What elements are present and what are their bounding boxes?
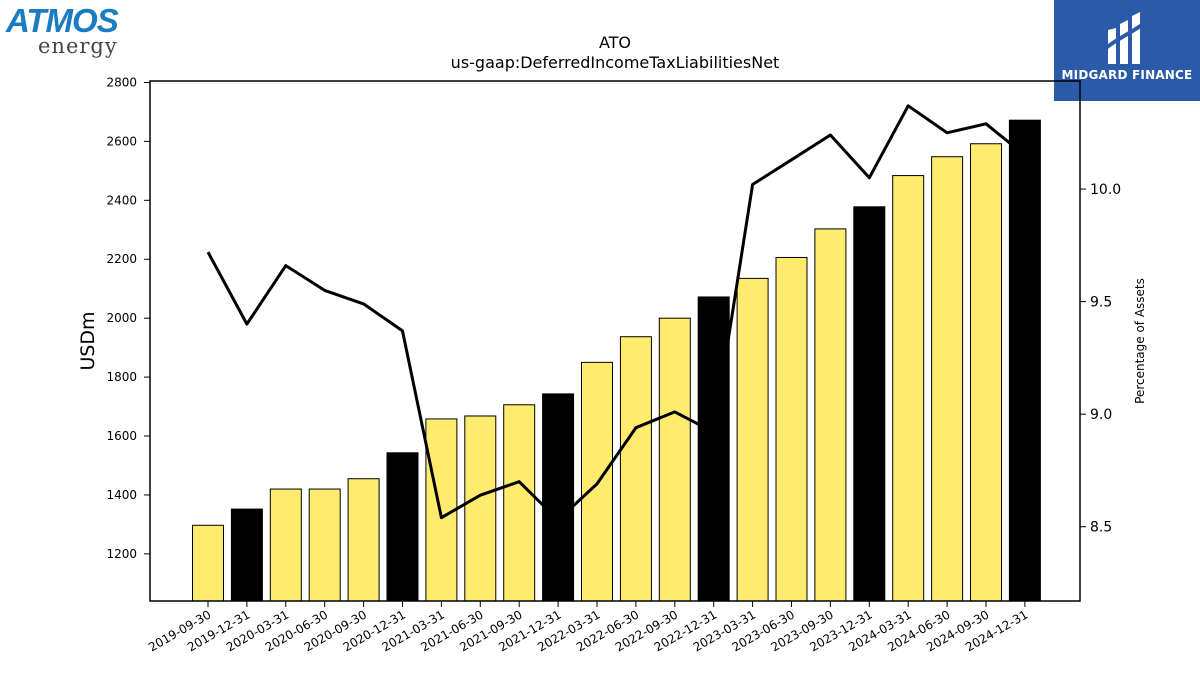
y-tick-label: 2600	[106, 134, 137, 148]
bars-group	[192, 119, 1041, 602]
atmos-logo-word: ATMOS	[6, 2, 119, 39]
bar-2020-03-31	[269, 488, 302, 602]
y-tick-label: 1200	[106, 547, 137, 561]
bar-2019-12-31	[230, 508, 263, 602]
y2-tick-label: 9.0	[1090, 407, 1112, 423]
bar-2020-06-30	[308, 488, 341, 602]
bar-2023-03-31	[736, 277, 769, 602]
percentage-line	[206, 104, 1026, 522]
bar-2021-09-30	[503, 404, 536, 602]
y-tick-label: 2800	[106, 75, 137, 89]
bar-2020-12-31	[386, 452, 419, 602]
atmos-energy-logo: ATMOS energy	[4, 4, 130, 60]
bar-2022-06-30	[619, 336, 652, 602]
y-tick-label: 2400	[106, 193, 137, 207]
y2-tick-label: 9.5	[1090, 295, 1112, 311]
line-group	[206, 104, 1026, 522]
y2-tick-label: 10.0	[1090, 182, 1121, 198]
y2-axis-label: Percentage of Assets	[1133, 278, 1147, 404]
y-tick-label: 2000	[106, 311, 137, 325]
bar-2020-09-30	[347, 478, 380, 602]
atmos-logo-sub: energy	[38, 34, 118, 58]
bar-2023-12-31	[853, 206, 886, 602]
bar-2023-06-30	[775, 256, 808, 602]
bar-2021-06-30	[464, 415, 497, 602]
bar-2021-12-31	[542, 393, 575, 602]
y-tick-label: 2200	[106, 252, 137, 266]
chart-title: ATO	[599, 33, 631, 52]
plot-frame	[149, 80, 1081, 602]
bar-2023-09-30	[814, 228, 847, 602]
x-axis-ticks: 2019-09-302019-12-312020-03-312020-06-30…	[146, 601, 1030, 654]
y-tick-label: 1600	[106, 429, 137, 443]
y2-axis-ticks: 8.5 9.0 9.5 10.0	[1080, 182, 1121, 536]
bar-2019-09-30	[192, 524, 224, 602]
bar-2022-12-31	[697, 296, 730, 602]
y-axis-label: USDm	[77, 311, 99, 370]
bar-2024-06-30	[931, 156, 964, 602]
midgard-logo-text: MIDGARD FINANCE	[1061, 68, 1193, 82]
bar-2022-09-30	[658, 317, 691, 602]
midgard-mark-icon	[1104, 12, 1148, 64]
bar-2024-09-30	[970, 143, 1002, 602]
y-tick-label: 1400	[106, 488, 137, 502]
y2-tick-label: 8.5	[1090, 520, 1112, 536]
y-axis-ticks: 1200 1400 1600 1800 2000 2200 2400 2600 2800	[106, 75, 150, 561]
bar-2024-03-31	[892, 175, 925, 602]
midgard-finance-logo: MIDGARD FINANCE	[1054, 0, 1200, 101]
y-tick-label: 1800	[106, 370, 137, 384]
chart-subtitle: us-gaap:DeferredIncomeTaxLiabilitiesNet	[451, 53, 780, 72]
bar-2024-12-31	[1008, 119, 1041, 602]
